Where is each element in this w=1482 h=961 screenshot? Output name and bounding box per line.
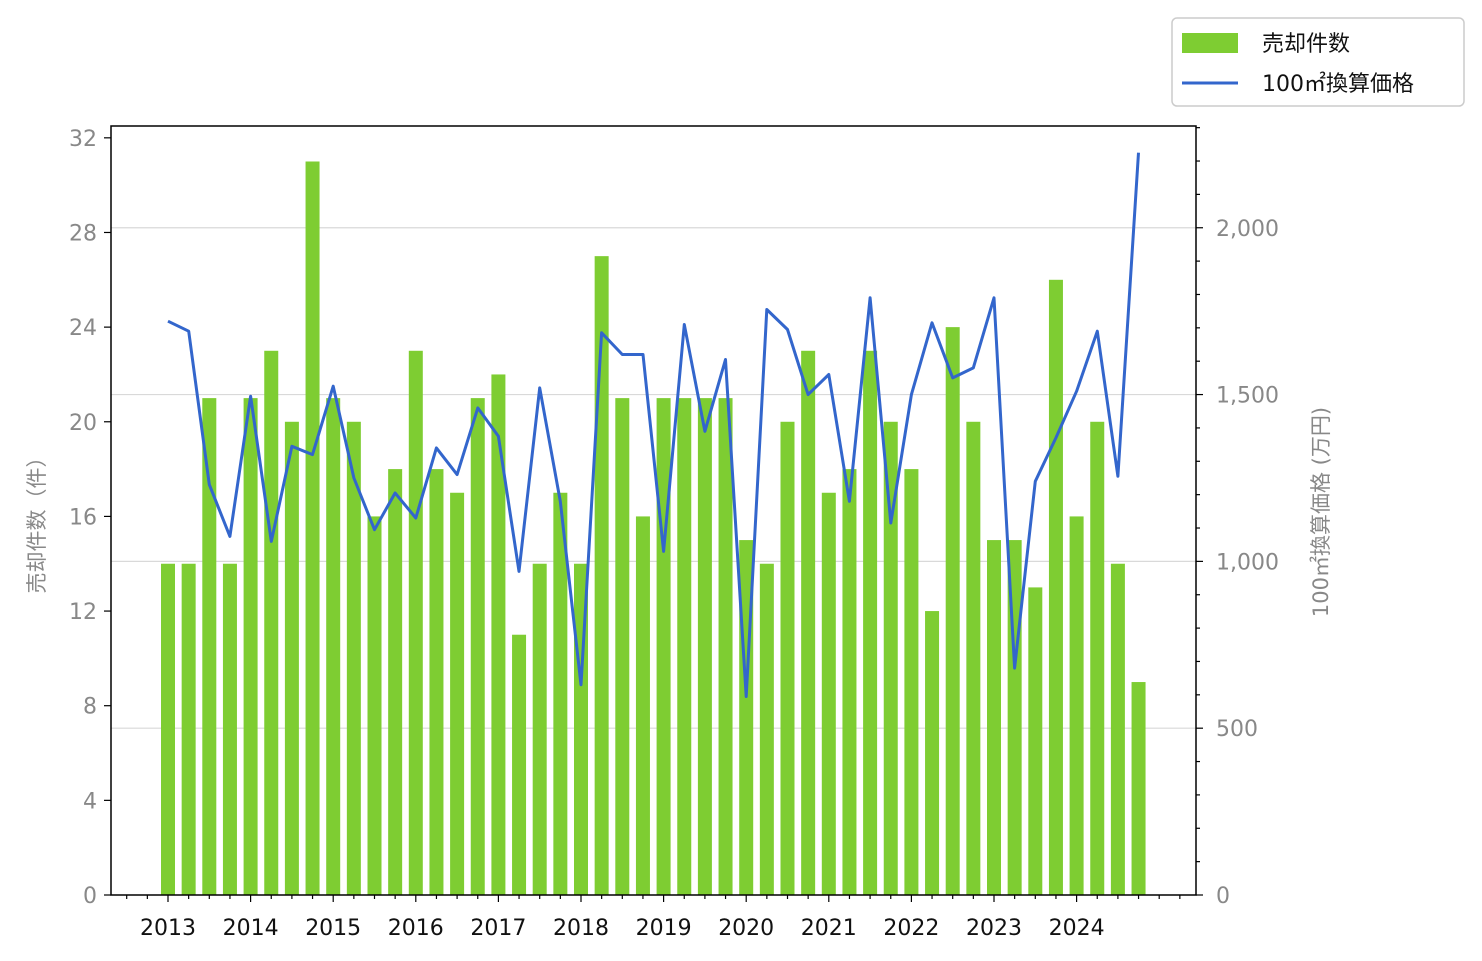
line-series xyxy=(167,152,1140,698)
bar xyxy=(181,563,196,895)
right-axis-title: 100㎡換算価格 (万円) xyxy=(1309,407,1333,617)
right-axis: 0 500 1,000 1,500 2,000 xyxy=(1196,127,1279,909)
x-tick-label: 2015 xyxy=(305,916,361,941)
left-tick-label: 32 xyxy=(69,127,97,152)
left-tick-label: 16 xyxy=(69,505,97,530)
bar xyxy=(450,492,465,895)
bar xyxy=(904,469,919,895)
legend-bar-swatch xyxy=(1182,33,1238,53)
bar xyxy=(656,398,671,895)
bar xyxy=(346,421,361,895)
bar xyxy=(780,421,795,895)
legend-line-label: 100㎡換算価格 xyxy=(1262,71,1414,97)
bar xyxy=(470,398,485,895)
left-tick-label: 12 xyxy=(69,600,97,625)
bar xyxy=(512,634,527,895)
bar xyxy=(718,398,733,895)
bar xyxy=(966,421,981,895)
bar xyxy=(842,469,857,895)
legend-box xyxy=(1171,17,1465,107)
left-axis: 0 4 8 12 16 20 24 28 32 xyxy=(69,127,111,909)
x-tick-label: 2024 xyxy=(1049,916,1105,941)
bar xyxy=(388,469,403,895)
x-axis: 2013 2014 2015 2016 2017 2018 2019 2020 2021 2022… xyxy=(126,895,1181,941)
bar xyxy=(1048,279,1063,895)
price-line xyxy=(167,152,1140,698)
bar xyxy=(326,398,341,895)
bar xyxy=(491,374,506,895)
right-tick-label: 2,000 xyxy=(1216,217,1279,242)
bar xyxy=(553,492,568,895)
left-tick-label: 20 xyxy=(69,411,97,436)
bar xyxy=(1131,682,1146,895)
right-tick-label: 1,000 xyxy=(1216,550,1279,575)
x-tick-label: 2018 xyxy=(553,916,609,941)
bar xyxy=(264,350,279,895)
plot-frame xyxy=(110,125,1197,896)
right-tick-label: 1,500 xyxy=(1216,384,1279,409)
left-tick-label: 4 xyxy=(83,789,97,814)
bar xyxy=(367,516,382,895)
x-tick-label: 2020 xyxy=(718,916,774,941)
bar xyxy=(284,421,299,895)
bar xyxy=(305,161,320,895)
bar xyxy=(161,563,175,895)
left-tick-label: 8 xyxy=(83,695,97,720)
right-tick-label: 0 xyxy=(1216,884,1230,909)
bar xyxy=(697,398,712,895)
bar xyxy=(1069,516,1084,895)
bar xyxy=(1090,421,1105,895)
bar xyxy=(945,327,960,896)
bar xyxy=(987,540,1001,895)
left-tick-label: 28 xyxy=(69,221,97,246)
bar xyxy=(1028,587,1043,895)
left-tick-label: 0 xyxy=(83,884,97,909)
bar xyxy=(759,563,774,895)
bar xyxy=(429,469,444,895)
x-tick-label: 2017 xyxy=(470,916,526,941)
bar xyxy=(801,350,816,895)
x-tick-label: 2013 xyxy=(140,916,196,941)
bar xyxy=(677,398,692,895)
bar xyxy=(925,611,940,895)
x-tick-label: 2023 xyxy=(966,916,1022,941)
x-tick-label: 2022 xyxy=(883,916,939,941)
x-tick-label: 2016 xyxy=(388,916,444,941)
bar xyxy=(635,516,650,895)
bar xyxy=(863,350,878,895)
bar xyxy=(202,398,217,895)
x-tick-label: 2021 xyxy=(801,916,857,941)
bar xyxy=(1110,563,1125,895)
left-tick-label: 24 xyxy=(69,316,97,341)
x-tick-label: 2019 xyxy=(636,916,692,941)
x-tick-label: 2014 xyxy=(223,916,279,941)
bar xyxy=(883,421,898,895)
bar xyxy=(821,492,836,895)
bar xyxy=(243,398,258,895)
bar-series xyxy=(161,161,1146,896)
bar xyxy=(222,563,237,895)
right-tick-label: 500 xyxy=(1216,717,1258,742)
legend: 売却件数 100㎡換算価格 xyxy=(1171,17,1465,107)
legend-bar-label: 売却件数 xyxy=(1262,32,1350,57)
bar xyxy=(408,350,423,895)
bar xyxy=(615,398,630,895)
bar xyxy=(532,563,547,895)
left-axis-title: 売却件数（件） xyxy=(25,447,49,594)
